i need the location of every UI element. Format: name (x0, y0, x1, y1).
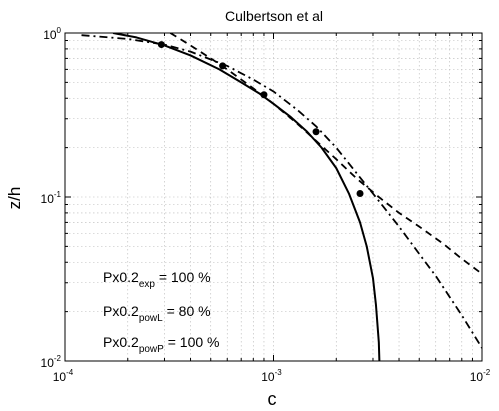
data-point (356, 190, 364, 198)
data-point (157, 41, 165, 49)
y-axis-label: z/h (5, 187, 24, 210)
data-point (260, 91, 268, 99)
series-line-dashed (169, 33, 482, 275)
y-tick-label: 10-2 (41, 354, 62, 370)
series-line-dashdot (81, 34, 482, 349)
data-point (219, 62, 227, 70)
tick-labels: 10-4 10-3 10-2 10-2 10-1 100 (41, 26, 491, 384)
y-tick-label: 10-1 (41, 190, 62, 206)
x-tick-label: 10-3 (261, 368, 282, 384)
annotation-text: Px0.2exp = 100 % (103, 269, 211, 290)
x-axis-label: c (268, 389, 277, 409)
series-group (81, 33, 482, 361)
data-point (312, 128, 320, 136)
x-tick-label: 10-4 (53, 368, 74, 384)
tick-marks (65, 33, 482, 361)
annotation-text: Px0.2powL = 80 % (103, 303, 211, 324)
grid (65, 33, 482, 361)
y-tick-label: 100 (43, 26, 61, 42)
chart-title: Culbertson et al (225, 8, 323, 24)
x-tick-label: 10-2 (470, 368, 491, 384)
annotation-text: Px0.2powP = 100 % (103, 334, 219, 355)
annotations: Px0.2exp = 100 % Px0.2powL = 80 % Px0.2pow… (103, 269, 219, 355)
